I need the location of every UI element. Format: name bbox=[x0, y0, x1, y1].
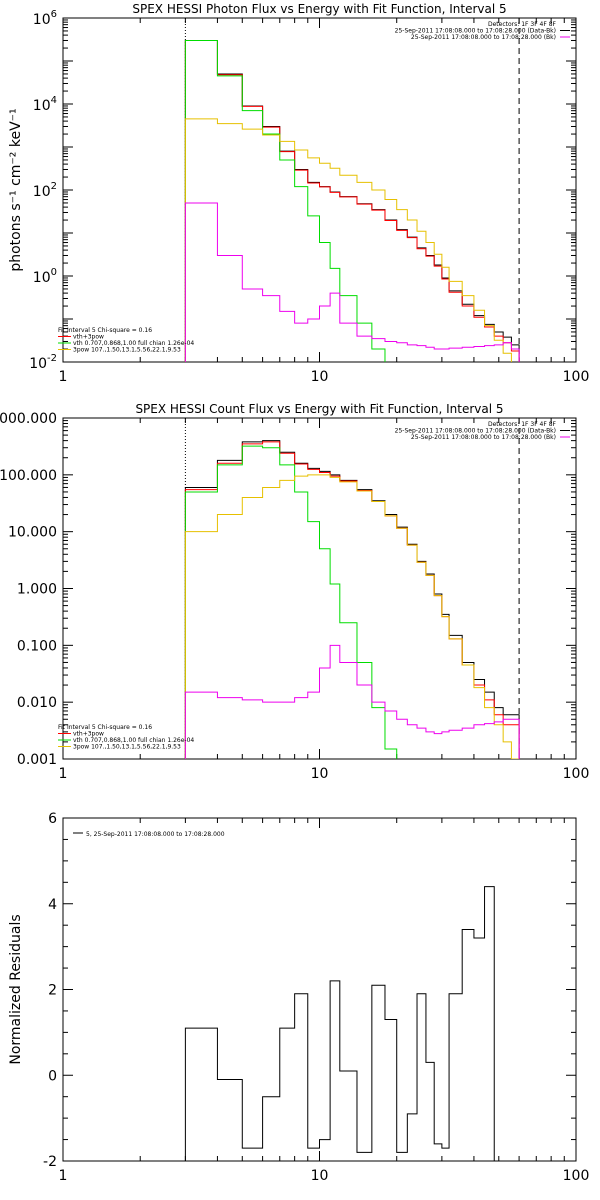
x-tick-label: 1 bbox=[59, 766, 68, 782]
y-tick-label: 0.001 bbox=[17, 752, 57, 768]
x-tick-label: 100 bbox=[563, 766, 590, 782]
y-tick-label: 0.100 bbox=[17, 638, 57, 654]
series-total-fit bbox=[184, 441, 520, 759]
y-tick-label: 10.000 bbox=[8, 525, 57, 541]
y-axis-label: Normalized Residuals bbox=[8, 914, 24, 1064]
legend-entry: vth+3pow bbox=[73, 731, 104, 738]
x-axis: 1 10 100 bbox=[59, 18, 590, 385]
plot-frame bbox=[62, 817, 577, 1162]
chart-title: SPEX HESSI Count Flux vs Energy with Fit… bbox=[135, 402, 503, 416]
legend-entry: Detectors: 1F 3F 4F 8F bbox=[488, 21, 557, 28]
y-tick-base: 10 bbox=[33, 98, 51, 114]
legend-entry: 5, 25-Sep-2011 17:08:08.000 to 17:08:28.… bbox=[86, 831, 225, 838]
y-tick-label: 6 bbox=[48, 811, 57, 827]
legend-entry: Detectors: 1F 3F 4F 8F bbox=[488, 421, 557, 428]
y-tick-base: 10 bbox=[33, 184, 51, 200]
legend-entry: Fit Interval 5 Chi-square = 0.16 bbox=[58, 724, 152, 731]
y-tick-base: 10 bbox=[33, 12, 51, 28]
series-thermal bbox=[184, 39, 386, 362]
series-residuals bbox=[184, 886, 495, 1161]
panel-2: SPEX HESSI Count Flux vs Energy with Fit… bbox=[0, 402, 589, 782]
x-tick-label: 100 bbox=[563, 1168, 590, 1184]
legend: 5, 25-Sep-2011 17:08:08.000 to 17:08:28.… bbox=[73, 831, 225, 838]
legend-entry: Fit Interval 5 Chi-square = 0.16 bbox=[58, 327, 152, 334]
y-tick-base: 10 bbox=[29, 356, 47, 372]
x-tick-label: 10 bbox=[311, 1168, 329, 1184]
y-tick-exponent: 0 bbox=[51, 267, 57, 278]
y-tick-exponent: 6 bbox=[51, 9, 57, 20]
legend-entry: 3pow 107.,1.50,13.1,5.56,22.1,9.53 bbox=[73, 744, 181, 751]
series-group bbox=[184, 440, 520, 759]
series-group bbox=[184, 39, 520, 362]
y-tick-label: 4 bbox=[48, 897, 57, 913]
legend-entry: vth 0.707,0.868,1.00 full chian 1.26e-04 bbox=[73, 737, 194, 744]
y-tick-label: 10-2 bbox=[29, 353, 57, 372]
y-tick-base: 10 bbox=[33, 270, 51, 286]
legend-entry: 3pow 107.,1.50,13.1,5.56,22.1,9.53 bbox=[73, 347, 181, 354]
legend-entry: 25-Sep-2011 17:08:08.000 to 17:08:28.000… bbox=[411, 34, 556, 41]
series-power-law bbox=[184, 118, 512, 362]
x-axis: 1 10 100 bbox=[59, 818, 590, 1184]
x-tick-label: 100 bbox=[563, 369, 590, 385]
series-background bbox=[184, 644, 520, 759]
series-data bbox=[184, 39, 520, 362]
legend-entry: vth 0.707,0.868,1.00 full chian 1.26e-04 bbox=[73, 340, 194, 347]
x-tick-label: 10 bbox=[311, 369, 329, 385]
series-thermal bbox=[184, 445, 398, 759]
y-tick-exponent: 2 bbox=[51, 181, 57, 192]
y-tick-label: 102 bbox=[33, 181, 57, 200]
y-tick-label: -2 bbox=[43, 1154, 57, 1170]
y-tick-label: 104 bbox=[33, 95, 57, 114]
y-tick-label: 100 bbox=[33, 267, 57, 286]
y-tick-exponent: -2 bbox=[47, 353, 57, 364]
x-tick-label: 10 bbox=[311, 766, 329, 782]
x-tick-label: 1 bbox=[59, 369, 68, 385]
y-tick-label: 106 bbox=[33, 9, 57, 28]
series-group bbox=[184, 886, 495, 1161]
chart-title: SPEX HESSI Photon Flux vs Energy with Fi… bbox=[132, 2, 506, 16]
panel-1: SPEX HESSI Photon Flux vs Energy with Fi… bbox=[8, 2, 590, 385]
y-tick-label: 2 bbox=[48, 983, 57, 999]
x-tick-label: 1 bbox=[59, 1168, 68, 1184]
legend-entry: 25-Sep-2011 17:08:08.000 to 17:08:28.000… bbox=[395, 428, 556, 435]
series-total-fit bbox=[184, 39, 520, 362]
y-tick-label: 0.010 bbox=[17, 695, 57, 711]
y-axis: -2 0 2 4 6 bbox=[43, 811, 576, 1170]
y-axis: 0.001 0.010 0.100 1.000 10.000 100.000 1000.00… bbox=[0, 411, 576, 768]
series-data bbox=[184, 440, 520, 759]
y-tick-label: 0 bbox=[48, 1068, 57, 1084]
series-power-law bbox=[184, 474, 520, 759]
legend-entry: 25-Sep-2011 17:08:08.000 to 17:08:28.000… bbox=[411, 434, 556, 441]
panel-3: 1 10 100 -2 0 2 4 6 Normalized Residuals 5, 25-Se… bbox=[8, 811, 589, 1184]
series-background bbox=[184, 202, 520, 362]
y-tick-label: 100.000 bbox=[0, 468, 57, 484]
y-tick-label: 1.000 bbox=[17, 582, 57, 598]
y-axis-label: photons s⁻¹ cm⁻² keV⁻¹ bbox=[8, 108, 24, 271]
legend-entry: 25-Sep-2011 17:08:08.000 to 17:08:28.000… bbox=[395, 28, 556, 35]
legend-entry: vth+3pow bbox=[73, 334, 104, 341]
y-tick-exponent: 4 bbox=[51, 95, 57, 106]
